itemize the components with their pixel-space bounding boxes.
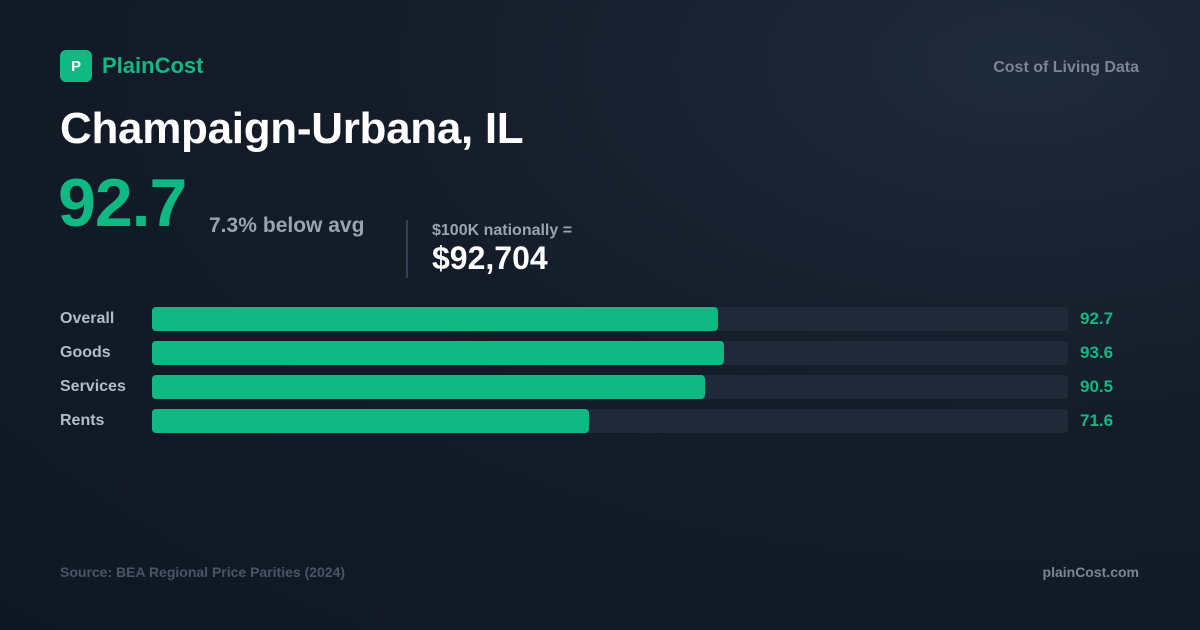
bar-row: Services 90.5	[60, 375, 1140, 399]
city-title: Champaign-Urbana, IL	[60, 104, 524, 153]
bar-track	[152, 341, 1068, 365]
bar-value-label: 71.6	[1080, 411, 1114, 430]
bar-fill	[152, 307, 718, 331]
brand-mark-icon: P	[60, 50, 92, 82]
bar-value-label: 93.6	[1080, 343, 1114, 362]
equivalent-value: $92,704	[432, 240, 548, 276]
index-direction-label: below avg	[262, 214, 365, 237]
bar-label: Services	[60, 378, 126, 395]
bar-label: Overall	[60, 310, 115, 327]
source-note: Source: BEA Regional Price Parities (202…	[60, 564, 346, 580]
divider	[406, 220, 408, 278]
index-percent-diff: 7.3%	[209, 214, 257, 237]
bar-label: Rents	[60, 412, 105, 429]
bar-value-label: 92.7	[1080, 309, 1114, 328]
brand-tagline: Cost of Living Data	[993, 59, 1139, 76]
bar-track	[152, 375, 1068, 399]
bar-row: Goods 93.6	[60, 341, 1140, 365]
bar-row: Rents 71.6	[60, 409, 1140, 433]
index-difference: 7.3% below avg	[209, 214, 364, 238]
bar-fill	[152, 341, 724, 365]
equivalent-label: $100K nationally =	[432, 222, 573, 239]
site-url: plainCost.com	[1042, 564, 1139, 580]
bar-fill	[152, 409, 589, 433]
bar-track	[152, 409, 1068, 433]
brand-logo: P PlainCost	[60, 50, 203, 82]
price-index-value: 92.7	[58, 165, 187, 241]
bar-row: Overall 92.7	[60, 307, 1140, 331]
brand-name: PlainCost	[102, 53, 204, 78]
bar-label: Goods	[60, 344, 111, 361]
bar-track	[152, 307, 1068, 331]
bar-value-label: 90.5	[1080, 377, 1114, 396]
bar-fill	[152, 375, 705, 399]
